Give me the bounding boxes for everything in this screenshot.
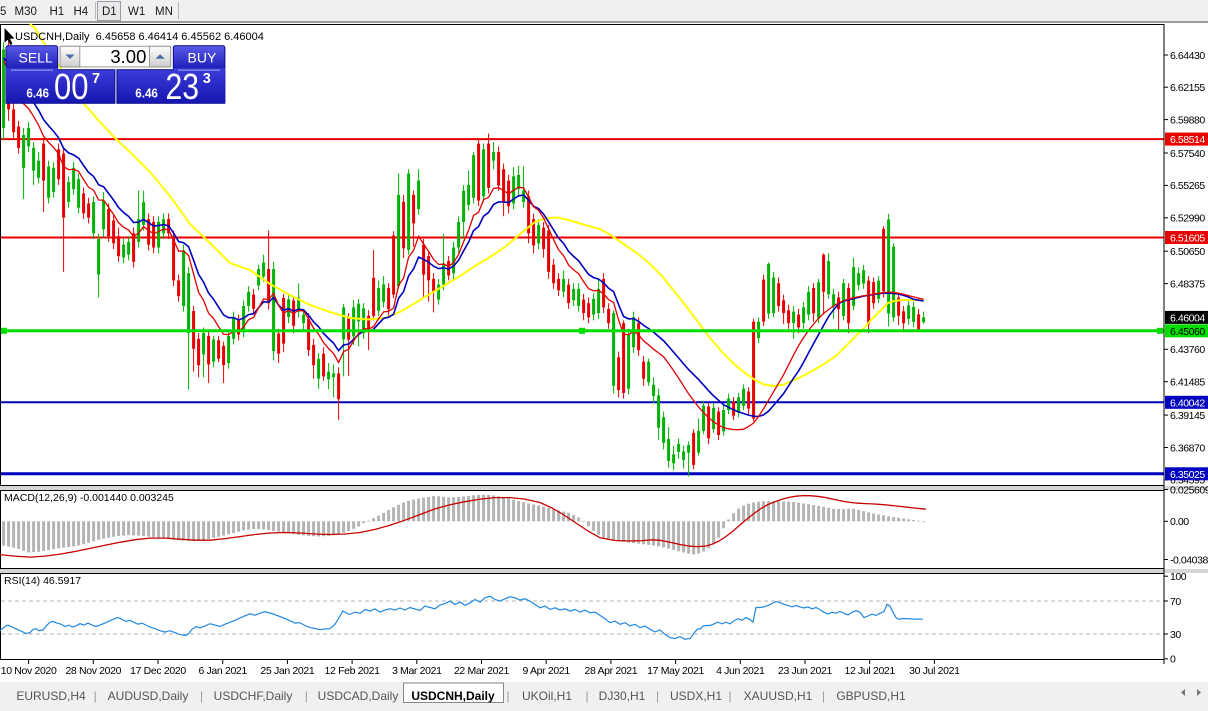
svg-text:3: 3 [203,71,211,87]
svg-text:25 Jan 2021: 25 Jan 2021 [260,665,314,677]
svg-text:6.46: 6.46 [135,86,158,101]
svg-text:10 Nov 2020: 10 Nov 2020 [1,665,57,677]
svg-text:12 Jul 2021: 12 Jul 2021 [844,665,895,677]
svg-text:0.00: 0.00 [1170,516,1189,528]
svg-text:7: 7 [92,71,100,87]
svg-text:W1: W1 [128,6,145,18]
svg-text:17 Dec 2020: 17 Dec 2020 [130,665,186,677]
svg-text:6.40042: 6.40042 [1170,397,1205,409]
svg-text:MN: MN [155,6,173,18]
svg-text:|: | [585,689,588,703]
svg-text:30: 30 [1170,629,1181,641]
svg-text:6.35025: 6.35025 [1170,469,1205,481]
svg-text:6 Jan 2021: 6 Jan 2021 [198,665,247,677]
svg-text:6.48375: 6.48375 [1170,278,1205,290]
svg-text:100: 100 [1170,571,1187,583]
svg-text:DJ30,H1: DJ30,H1 [599,689,646,703]
svg-text:UKOil,H1: UKOil,H1 [522,689,572,703]
svg-text:6.51605: 6.51605 [1170,233,1205,245]
svg-text:22 Mar 2021: 22 Mar 2021 [454,665,510,677]
svg-text:0.025609: 0.025609 [1170,484,1208,496]
svg-text:H4: H4 [74,6,89,18]
svg-text:9 Apr 2021: 9 Apr 2021 [523,665,571,677]
svg-text:6.57540: 6.57540 [1170,148,1205,160]
svg-text:-0.040386: -0.040386 [1170,554,1208,566]
svg-text:6.36870: 6.36870 [1170,442,1205,454]
svg-text:23: 23 [166,66,200,107]
svg-text:|: | [506,689,509,703]
svg-text:MACD(12,26,9) -0.001440 0.0032: MACD(12,26,9) -0.001440 0.003245 [4,492,174,504]
svg-text:12 Feb 2021: 12 Feb 2021 [325,665,381,677]
svg-text:6.59880: 6.59880 [1170,114,1205,126]
svg-text:6.64430: 6.64430 [1170,50,1205,62]
svg-text:6.43760: 6.43760 [1170,344,1205,356]
svg-text:XAUUSD,H1: XAUUSD,H1 [744,689,813,703]
svg-text:D1: D1 [102,6,117,18]
svg-text:6.46004: 6.46004 [1170,312,1205,324]
svg-text:BUY: BUY [188,50,217,66]
svg-text:|: | [728,689,731,703]
svg-text:17 May 2021: 17 May 2021 [647,665,704,677]
svg-text:RSI(14) 46.5917: RSI(14) 46.5917 [4,575,81,587]
svg-text:00: 00 [54,66,89,107]
svg-text:30 Jul 2021: 30 Jul 2021 [909,665,960,677]
svg-text:USDCNH,Daily 6.45658 6.46414: USDCNH,Daily 6.45658 6.46414 6.45562 6.4… [15,31,264,43]
svg-text:4 Jun 2021: 4 Jun 2021 [716,665,765,677]
svg-text:SELL: SELL [19,50,53,66]
svg-text:GBPUSD,H1: GBPUSD,H1 [836,689,906,703]
svg-text:6.58514: 6.58514 [1170,134,1205,146]
svg-text:70: 70 [1170,596,1181,608]
svg-text:|: | [822,689,825,703]
svg-text:|: | [94,689,97,703]
svg-text:|: | [200,689,203,703]
svg-text:|: | [305,689,308,703]
svg-text:USDCAD,Daily: USDCAD,Daily [318,689,399,703]
svg-text:6.45060: 6.45060 [1170,326,1205,338]
svg-text:6.50650: 6.50650 [1170,246,1205,258]
svg-text:23 Jun 2021: 23 Jun 2021 [778,665,832,677]
svg-text:0: 0 [1170,654,1176,666]
svg-text:AUDUSD,Daily: AUDUSD,Daily [108,689,189,703]
svg-text:6.52990: 6.52990 [1170,213,1205,225]
svg-text:6.46: 6.46 [26,86,49,101]
svg-text:|: | [656,689,659,703]
svg-text:M30: M30 [15,6,37,18]
svg-text:3.00: 3.00 [110,46,146,67]
svg-text:28 Apr 2021: 28 Apr 2021 [585,665,638,677]
svg-text:USDCNH,Daily: USDCNH,Daily [411,689,495,703]
svg-text:5: 5 [0,6,6,18]
svg-text:USDCHF,Daily: USDCHF,Daily [214,689,293,703]
svg-text:6.62155: 6.62155 [1170,82,1205,94]
svg-text:6.41485: 6.41485 [1170,377,1205,389]
svg-text:USDX,H1: USDX,H1 [670,689,722,703]
svg-text:EURUSD,H4: EURUSD,H4 [16,689,86,703]
svg-text:28 Nov 2020: 28 Nov 2020 [65,665,121,677]
svg-text:3 Mar 2021: 3 Mar 2021 [392,665,442,677]
svg-text:H1: H1 [50,6,65,18]
svg-text:6.39145: 6.39145 [1170,410,1205,422]
svg-text:6.55265: 6.55265 [1170,180,1205,192]
